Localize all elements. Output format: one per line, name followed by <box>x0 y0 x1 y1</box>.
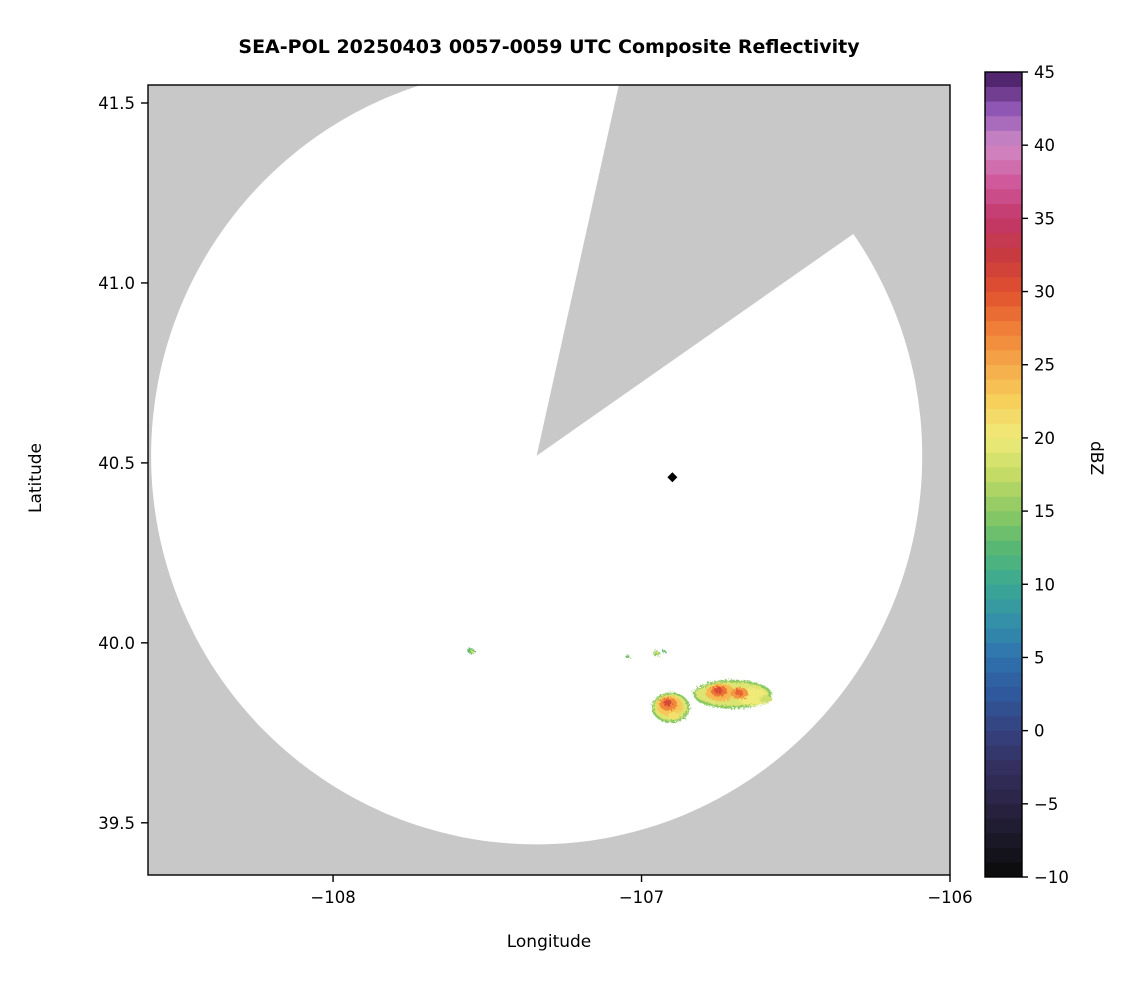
colorbar-band <box>985 686 1022 702</box>
colorbar-band <box>985 452 1022 468</box>
colorbar-band <box>985 832 1022 849</box>
plot-frame <box>147 84 951 876</box>
chart-title: SEA-POL 20250403 0057-0059 UTC Composite… <box>238 36 860 58</box>
colorbar-band <box>985 349 1022 366</box>
colorbar-tick-label: 5 <box>1034 648 1045 667</box>
echo-blob <box>735 689 744 696</box>
colorbar-tick-label: 45 <box>1034 63 1055 82</box>
colorbar-tick-label: 25 <box>1034 356 1055 375</box>
colorbar-tick-label: 30 <box>1034 283 1055 302</box>
echo-blob <box>655 651 659 655</box>
colorbar-band <box>985 701 1022 717</box>
y-tick-label: 40.5 <box>98 454 135 473</box>
colorbar-band <box>985 818 1022 834</box>
colorbar-tick-label: 15 <box>1034 502 1055 521</box>
colorbar-band <box>985 613 1022 629</box>
colorbar-band <box>985 554 1022 570</box>
colorbar-band <box>985 379 1022 395</box>
colorbar-band <box>985 496 1022 512</box>
site-marker-diamond <box>667 472 678 483</box>
colorbar-band <box>985 569 1022 585</box>
blocked-sector <box>536 85 950 456</box>
colorbar-band <box>985 408 1022 424</box>
echo-blob <box>759 695 773 704</box>
echo-blob <box>625 654 630 659</box>
colorbar-tick-label: −5 <box>1034 795 1058 814</box>
y-tick-label: 41.5 <box>98 94 135 113</box>
colorbar-tick-label: 10 <box>1034 575 1055 594</box>
x-axis-label: Longitude <box>506 932 592 952</box>
colorbar-band <box>985 510 1022 527</box>
colorbar-band <box>985 627 1022 644</box>
echo-blob <box>662 649 666 654</box>
colorbar-band <box>985 422 1022 439</box>
colorbar-band <box>985 276 1022 292</box>
colorbar-band <box>985 642 1022 658</box>
colorbar-band <box>985 657 1022 673</box>
colorbar-band <box>985 188 1022 205</box>
colorbar-tick-label: 40 <box>1034 136 1055 155</box>
colorbar-band <box>985 320 1022 336</box>
colorbar-band <box>985 174 1022 190</box>
echo-blob <box>668 711 680 720</box>
colorbar-band <box>985 393 1022 409</box>
colorbar-band <box>985 788 1022 805</box>
y-tick-label: 41.0 <box>98 274 135 293</box>
colorbar-band <box>985 774 1022 790</box>
colorbar-band <box>985 744 1022 761</box>
colorbar-band <box>985 247 1022 263</box>
colorbar-band <box>985 218 1022 234</box>
colorbar-band <box>985 715 1022 731</box>
colorbar-band <box>985 100 1022 117</box>
echo-blob <box>714 687 723 694</box>
colorbar-band <box>985 86 1022 102</box>
y-tick-label: 40.0 <box>98 634 135 653</box>
echo-blob <box>663 699 672 707</box>
colorbar-tick-label: 20 <box>1034 429 1055 448</box>
colorbar-band <box>985 305 1022 322</box>
colorbar-band <box>985 364 1022 380</box>
x-tick-label: −108 <box>310 888 355 907</box>
colorbar-tick-label: 0 <box>1034 722 1045 741</box>
x-tick-label: −107 <box>619 888 664 907</box>
colorbar-band <box>985 466 1022 483</box>
plot-area <box>148 85 950 875</box>
reflectivity-echoes <box>467 647 773 723</box>
colorbar-band <box>985 130 1022 146</box>
colorbar-label: dBZ <box>1086 441 1106 476</box>
colorbar-band <box>985 159 1022 175</box>
colorbar-band <box>985 730 1022 746</box>
colorbar-tick-label: 35 <box>1034 209 1055 228</box>
colorbar-band <box>985 335 1022 351</box>
echo-blob <box>470 650 474 653</box>
colorbar-band <box>985 481 1022 497</box>
colorbar-band <box>985 437 1022 453</box>
colorbar-band <box>985 671 1022 688</box>
colorbar-tick-label: −10 <box>1034 868 1069 887</box>
y-axis-label: Latitude <box>26 443 46 513</box>
colorbar-band <box>985 144 1022 161</box>
colorbar-band <box>985 115 1022 131</box>
colorbar-band <box>985 525 1022 541</box>
colorbar-band <box>985 862 1022 878</box>
colorbar-band <box>985 71 1022 87</box>
x-tick-label: −106 <box>927 888 972 907</box>
colorbar-band <box>985 291 1022 307</box>
colorbar-band <box>985 261 1022 278</box>
colorbar-band <box>985 583 1022 600</box>
colorbar-band <box>985 598 1022 614</box>
colorbar-band <box>985 803 1022 819</box>
colorbar-band <box>985 232 1022 248</box>
colorbar-frame <box>984 71 1023 878</box>
colorbar-band <box>985 759 1022 775</box>
y-tick-label: 39.5 <box>98 814 135 833</box>
colorbar-band <box>985 540 1022 556</box>
colorbar-band <box>985 847 1022 863</box>
colorbar-band <box>985 203 1022 219</box>
